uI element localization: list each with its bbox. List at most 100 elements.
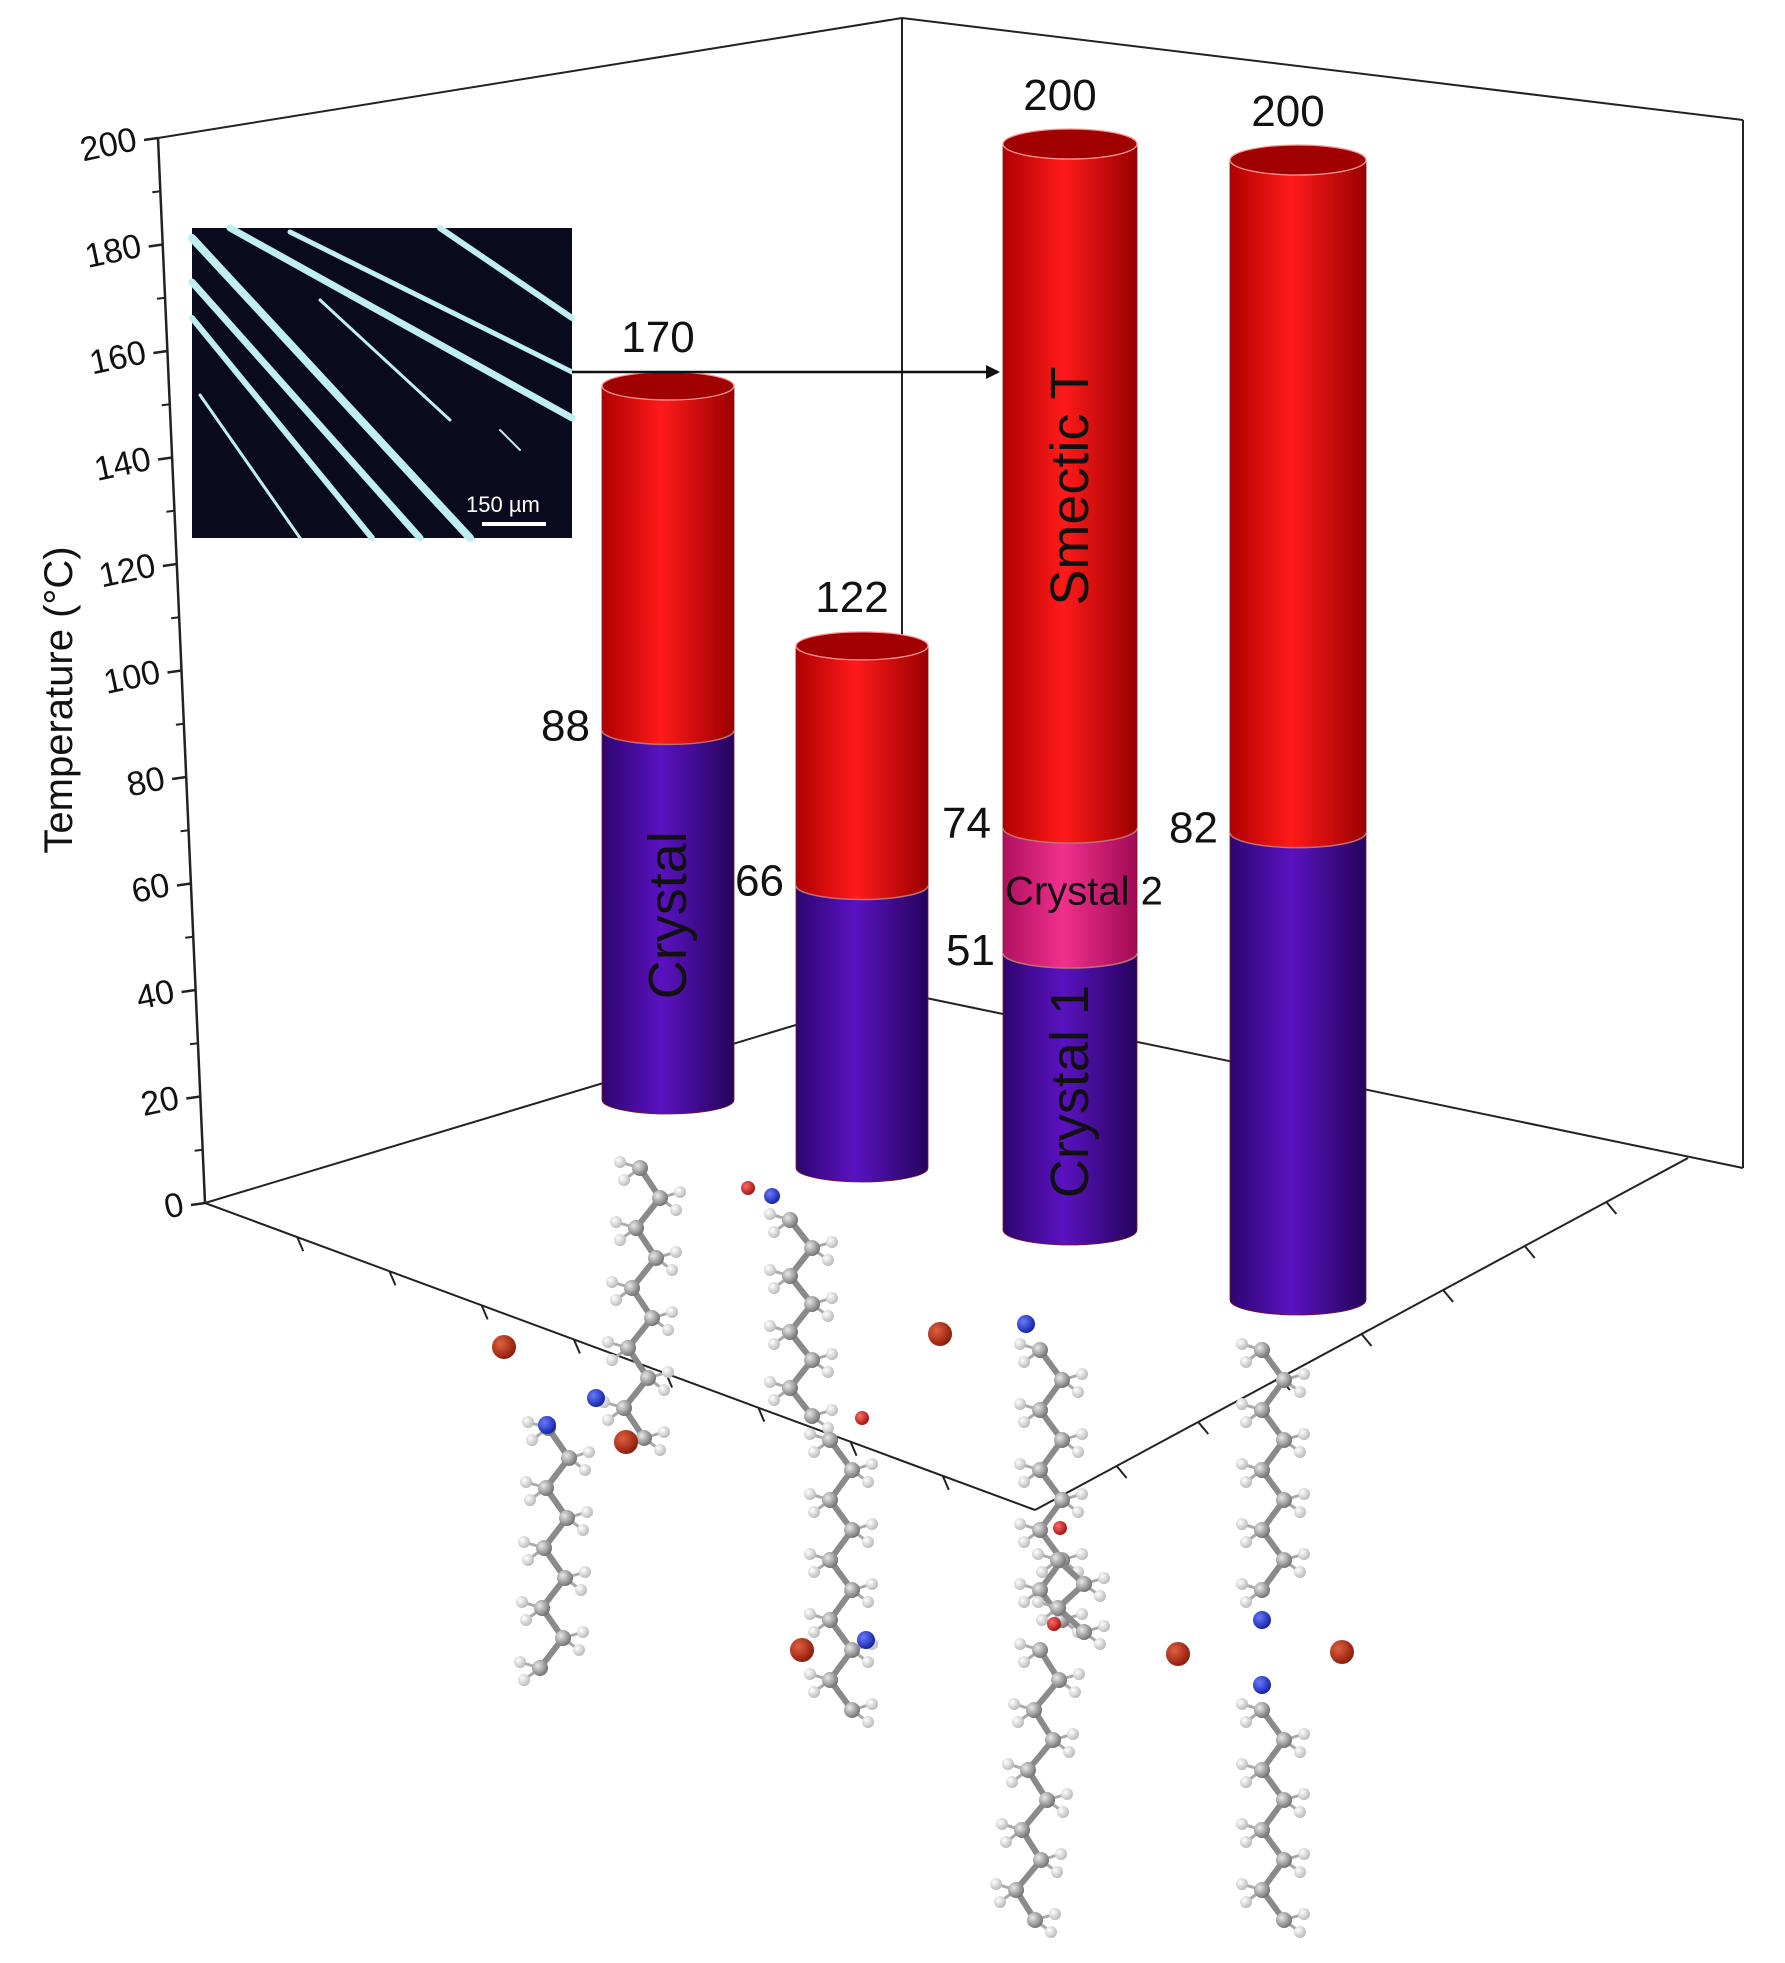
- bar-1: [601, 371, 735, 1115]
- floor-tick-right: [1605, 1201, 1618, 1215]
- floor-tick-left: [296, 1236, 305, 1252]
- y-tick-label: 60: [128, 866, 173, 911]
- y-major-tick: [143, 136, 159, 142]
- y-major-tick: [148, 243, 163, 248]
- nitrogen-atom: [764, 1188, 780, 1204]
- nitrogen-atom: [538, 1416, 556, 1434]
- oxygen-atom: [1047, 1617, 1061, 1631]
- molecule-3-chain-b: [990, 1638, 1085, 1938]
- bar-segment: [1229, 159, 1367, 848]
- bar-top-cap: [795, 631, 929, 661]
- floor-axis-ticks: [296, 1201, 1618, 1491]
- segment-boundary: [795, 885, 929, 901]
- transition-value-label-2: 51: [946, 926, 995, 975]
- bar-top-value-label: 200: [1023, 71, 1096, 120]
- nitrogen-atom: [857, 1631, 875, 1649]
- bar-segment: [795, 645, 929, 900]
- oxygen-atom: [855, 1411, 869, 1425]
- y-minor-tick: [185, 935, 194, 939]
- y-minor-tick: [189, 1042, 199, 1046]
- molecular-structures: [492, 1156, 1354, 1938]
- molecule-2-chain: [804, 1428, 878, 1728]
- y-tick-label: 80: [123, 759, 168, 804]
- y-minor-tick: [152, 190, 161, 194]
- molecule-3-ring: [1032, 1548, 1110, 1650]
- segment-boundary: [601, 730, 735, 746]
- floor-tick-right: [1360, 1333, 1373, 1347]
- segment-boundary: [1229, 832, 1367, 849]
- scale-bar-label: 150 µm: [466, 492, 540, 517]
- floor-tick-left: [388, 1270, 397, 1286]
- floor-tick-left: [757, 1407, 766, 1423]
- top-left-edge: [157, 17, 903, 139]
- y-major-tick: [176, 882, 192, 887]
- nitrogen-atom: [1253, 1611, 1271, 1629]
- oxygen-atom: [1053, 1521, 1067, 1535]
- molecule-1-chain-b: [514, 1416, 595, 1686]
- floor-tick-right: [1442, 1289, 1454, 1303]
- y-tick-label: 200: [77, 120, 140, 169]
- phase-label-low: Crystal 1: [1040, 985, 1100, 1198]
- bar-segment: [795, 885, 929, 1183]
- y-minor-tick: [161, 403, 170, 407]
- y-axis-title: Temperature (°C): [37, 546, 81, 853]
- segment-boundary: [1002, 952, 1138, 969]
- y-minor-tick: [180, 829, 189, 833]
- floor-tick-right: [1523, 1245, 1536, 1259]
- floor-front-left-edge: [204, 1202, 1036, 1511]
- nitrogen-atom: [1017, 1315, 1035, 1333]
- bar-top-cap: [1002, 128, 1138, 160]
- nitrogen-atom: [587, 1389, 605, 1407]
- bar-cylinders: [601, 128, 1367, 1316]
- nitrogen-atom: [1253, 1676, 1271, 1694]
- phase-label-mid: Crystal 2: [1005, 870, 1163, 914]
- phase-label: Smectic T: [1040, 367, 1100, 606]
- bar-top-value-label: 122: [815, 573, 888, 622]
- bromide-ion: [492, 1335, 516, 1359]
- bar-2: [795, 631, 929, 1183]
- molecule-2-aromatic: [764, 1208, 838, 1434]
- y-major-tick: [162, 562, 177, 568]
- inset-crystal-fibers: [188, 224, 576, 542]
- y-minor-tick: [166, 509, 175, 513]
- bar-top-cap: [1229, 144, 1367, 176]
- bar-labels: 170 88 Crystal 122 66 200 74 51 Smectic T Crystal…: [541, 71, 1325, 1198]
- y-tick-label: 20: [138, 1079, 183, 1124]
- y-major-tick: [167, 669, 182, 674]
- y-tick-label: 100: [100, 653, 163, 702]
- y-major-tick: [190, 1201, 206, 1207]
- y-minor-tick: [194, 1148, 203, 1152]
- y-minor-tick: [156, 296, 166, 300]
- micrograph-inset: 150 µm: [188, 224, 576, 542]
- floor-tick-left: [572, 1339, 581, 1354]
- y-tick-label: 120: [96, 546, 159, 595]
- floor-tick-left: [941, 1475, 950, 1491]
- y-major-tick: [153, 349, 168, 355]
- transition-value-label: 74: [942, 799, 991, 848]
- y-minor-tick: [175, 722, 184, 726]
- oxygen-atom: [741, 1181, 755, 1195]
- segment-boundary: [1002, 828, 1138, 844]
- bromide-ion: [1166, 1642, 1190, 1666]
- bar-segment: [601, 385, 735, 745]
- transition-value-label: 88: [541, 701, 590, 750]
- floor-tick-left: [480, 1304, 489, 1320]
- bromide-ion: [928, 1322, 952, 1346]
- floor-tick-right: [1197, 1421, 1210, 1435]
- bar-top-cap: [601, 371, 735, 401]
- molecule-4-chain-a: [1236, 1338, 1310, 1608]
- molecule-1-chain-a: [598, 1156, 686, 1456]
- y-major-tick: [157, 456, 173, 461]
- y-minor-tick: [171, 616, 180, 620]
- bar-4: [1229, 144, 1367, 1316]
- floor-tick-left: [849, 1441, 858, 1457]
- y-tick-label: 140: [91, 440, 154, 489]
- y-major-tick: [181, 988, 196, 994]
- top-right-edge: [901, 17, 1744, 121]
- floor-tick-right: [1115, 1465, 1128, 1479]
- bromide-ion: [614, 1430, 638, 1454]
- bar-3: [1002, 128, 1138, 1246]
- y-major-tick: [186, 1095, 201, 1100]
